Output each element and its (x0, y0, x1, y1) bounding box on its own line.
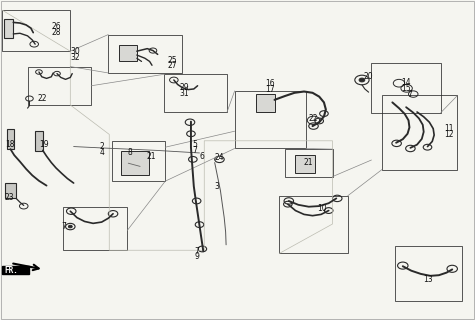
Text: 29: 29 (180, 83, 189, 92)
Bar (121, 151, 149, 175)
Text: 14: 14 (401, 78, 411, 87)
Text: 21: 21 (146, 152, 156, 161)
Bar (63, 207, 127, 250)
Bar (371, 63, 441, 113)
Text: 13: 13 (424, 275, 433, 284)
Text: 7: 7 (62, 222, 66, 231)
Circle shape (68, 225, 72, 228)
Bar (164, 74, 227, 112)
Bar (256, 94, 275, 112)
Text: 31: 31 (180, 89, 189, 98)
Text: 2: 2 (100, 142, 104, 151)
Bar (235, 91, 306, 148)
Bar (35, 131, 43, 151)
Bar (395, 246, 462, 301)
Text: 5: 5 (192, 140, 197, 149)
Text: 24: 24 (215, 153, 224, 162)
Text: 23: 23 (5, 193, 14, 202)
Bar (119, 45, 137, 61)
Text: 18: 18 (6, 140, 15, 149)
Text: 3: 3 (215, 182, 219, 191)
Bar (112, 141, 165, 181)
Bar (294, 155, 315, 173)
Bar (4, 19, 13, 38)
Text: 6: 6 (200, 152, 204, 161)
Circle shape (359, 78, 365, 82)
Text: 8: 8 (127, 148, 132, 157)
Bar (28, 67, 91, 105)
Bar (382, 95, 457, 170)
Text: 11: 11 (444, 124, 454, 133)
Text: 30: 30 (70, 47, 80, 56)
Text: FR.: FR. (5, 266, 19, 275)
Bar (2, 10, 70, 51)
Text: 7: 7 (408, 90, 412, 99)
Text: 10: 10 (317, 204, 327, 213)
Text: 21: 21 (304, 158, 314, 167)
Bar (279, 196, 348, 253)
Text: 28: 28 (51, 28, 61, 36)
Bar (5, 183, 16, 198)
Text: 7: 7 (195, 247, 200, 256)
Text: 25: 25 (167, 56, 177, 65)
Bar (285, 149, 332, 177)
Text: 7: 7 (192, 146, 197, 155)
Text: 19: 19 (39, 140, 48, 149)
FancyBboxPatch shape (2, 266, 29, 274)
Text: 22: 22 (309, 114, 318, 123)
Text: 4: 4 (100, 148, 104, 157)
Text: 16: 16 (265, 79, 275, 88)
Bar (7, 129, 14, 149)
Text: 26: 26 (51, 22, 61, 31)
Text: 15: 15 (401, 84, 411, 93)
Text: 22: 22 (37, 94, 47, 103)
Text: 27: 27 (167, 61, 177, 70)
Bar (108, 35, 182, 73)
Text: 9: 9 (195, 252, 200, 261)
Text: 17: 17 (265, 85, 275, 94)
Text: 20: 20 (364, 72, 373, 81)
Text: 32: 32 (70, 53, 80, 62)
Text: 12: 12 (444, 130, 454, 139)
